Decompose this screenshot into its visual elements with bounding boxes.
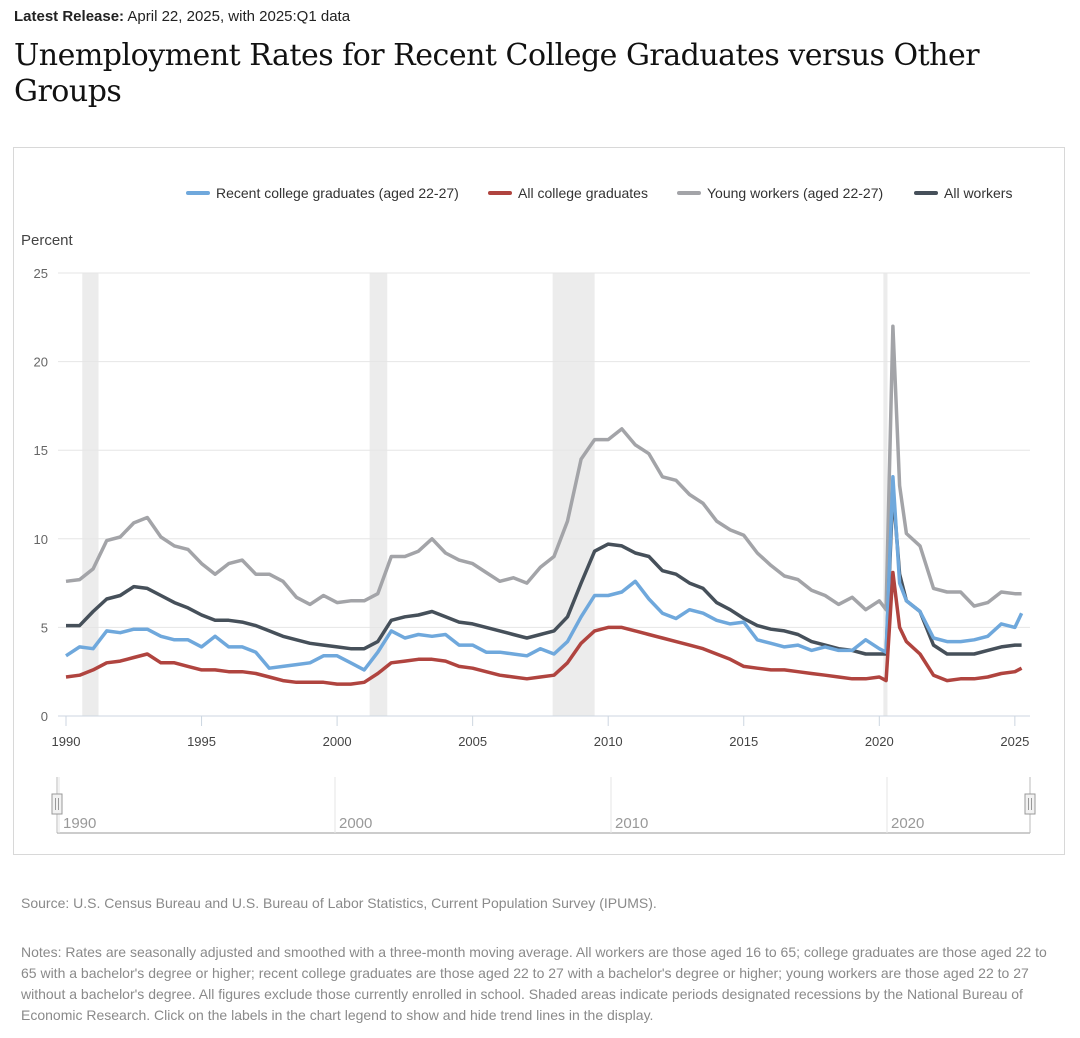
x-tick-label: 1995 — [187, 734, 216, 749]
x-tick-label: 2010 — [594, 734, 623, 749]
navigator-tick-label: 1990 — [63, 815, 96, 832]
y-tick-label: 0 — [41, 709, 48, 724]
page-title: Unemployment Rates for Recent College Gr… — [14, 38, 980, 109]
navigator — [57, 777, 1030, 833]
y-tick-label: 25 — [34, 266, 48, 281]
release-text: April 22, 2025, with 2025:Q1 data — [127, 8, 351, 25]
legend-item[interactable]: All workers — [944, 185, 1012, 201]
navigator-tick-label: 2010 — [615, 815, 648, 832]
y-tick-label: 15 — [34, 443, 48, 458]
x-tick-label: 1990 — [52, 734, 81, 749]
x-tick-label: 2025 — [1000, 734, 1029, 749]
legend-item[interactable]: Recent college graduates (aged 22-27) — [216, 185, 459, 201]
latest-release: Latest Release: April 22, 2025, with 202… — [14, 8, 350, 25]
x-tick-label: 2005 — [458, 734, 487, 749]
release-label: Latest Release: — [14, 8, 125, 25]
x-tick-label: 2015 — [729, 734, 758, 749]
y-axis-label: Percent — [21, 232, 74, 249]
series-line-recent-college-graduates-aged-22-27-[interactable] — [65, 475, 1024, 672]
recession-band — [82, 273, 99, 716]
chart-frame — [13, 147, 1065, 855]
source-note: Source: U.S. Census Bureau and U.S. Bure… — [21, 895, 657, 911]
recession-band — [369, 273, 388, 716]
navigator-handle[interactable] — [1024, 793, 1036, 815]
series-line-all-college-graduates[interactable] — [65, 570, 1023, 686]
series-line-all-workers[interactable] — [66, 487, 1022, 656]
navigator-tick-label: 2020 — [891, 815, 924, 832]
series-line-young-workers-aged-22-27-[interactable] — [65, 324, 1022, 612]
recession-band — [883, 273, 888, 716]
legend-item[interactable]: All college graduates — [518, 185, 648, 201]
navigator-handle[interactable] — [51, 793, 63, 815]
y-tick-label: 10 — [34, 532, 48, 547]
notes: Notes: Rates are seasonally adjusted and… — [21, 944, 1047, 1023]
x-tick-label: 2000 — [323, 734, 352, 749]
legend-item[interactable]: Young workers (aged 22-27) — [707, 185, 883, 201]
navigator-tick-label: 2000 — [339, 815, 372, 832]
x-tick-label: 2020 — [865, 734, 894, 749]
y-tick-label: 5 — [41, 620, 48, 635]
y-tick-label: 20 — [34, 355, 48, 370]
